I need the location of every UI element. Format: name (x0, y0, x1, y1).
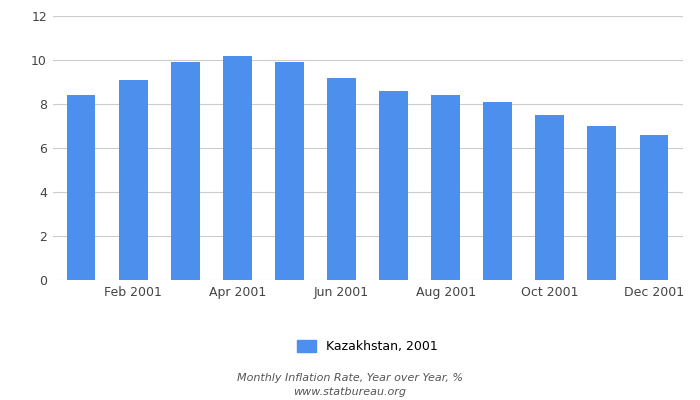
Bar (483, 102, 512, 280)
Bar (119, 80, 148, 280)
Bar (640, 135, 668, 280)
Bar (536, 115, 564, 280)
Bar (379, 91, 408, 280)
Bar (275, 62, 304, 280)
Legend: Kazakhstan, 2001: Kazakhstan, 2001 (293, 335, 442, 358)
Bar (327, 78, 356, 280)
Bar (66, 95, 95, 280)
Text: Monthly Inflation Rate, Year over Year, %: Monthly Inflation Rate, Year over Year, … (237, 373, 463, 383)
Bar (171, 62, 199, 280)
Bar (223, 56, 252, 280)
Bar (431, 95, 460, 280)
Text: www.statbureau.org: www.statbureau.org (293, 387, 407, 397)
Bar (587, 126, 616, 280)
